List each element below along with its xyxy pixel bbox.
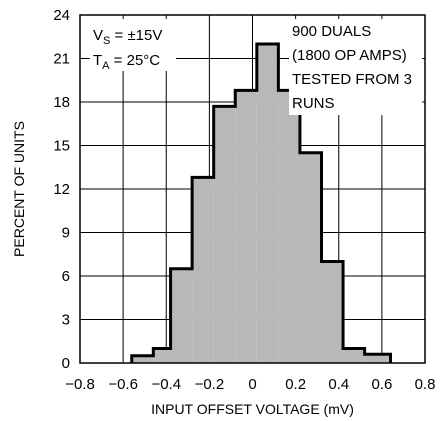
- histogram-bar: [364, 354, 391, 363]
- note-line: 900 DUALS: [292, 23, 371, 40]
- conditions-background: [90, 19, 176, 71]
- x-tick-label: 0.8: [415, 376, 436, 393]
- x-tick-label: 0.2: [285, 376, 306, 393]
- plot-frame: [79, 14, 426, 364]
- y-axis-title: PERCENT OF UNITS: [11, 121, 27, 257]
- note-line: TESTED FROM 3: [292, 71, 412, 88]
- note-background: [289, 19, 422, 115]
- histogram-bar: [235, 90, 257, 364]
- y-tick-label: 15: [53, 138, 70, 155]
- x-tick-label: −0.4: [151, 376, 181, 393]
- condition-line: TA = 25°C: [93, 52, 160, 72]
- histogram-outline: [130, 42, 392, 363]
- y-tick-label: 9: [62, 225, 70, 242]
- y-tick-label: 24: [53, 7, 70, 24]
- y-tick-label: 0: [62, 355, 70, 372]
- y-tick-label: 21: [53, 51, 70, 68]
- histogram-bar: [299, 152, 322, 363]
- note-line: (1800 OP AMPS): [292, 47, 407, 64]
- x-tick-label: −0.6: [108, 376, 138, 393]
- x-axis-ticks: −0.8 −0.6 −0.4 −0.2 0 0.2 0.4 0.6 0.8: [65, 376, 435, 393]
- histogram-bar: [170, 268, 193, 363]
- histogram-bar: [192, 177, 214, 363]
- histogram-bar: [256, 44, 279, 363]
- histogram-bar: [213, 106, 236, 363]
- y-tick-label: 6: [62, 268, 70, 285]
- histogram-bar: [278, 90, 300, 364]
- note-line: RUNS: [292, 95, 335, 112]
- x-tick-label: −0.2: [195, 376, 225, 393]
- histogram-bar: [343, 348, 365, 363]
- x-tick-label: 0.6: [371, 376, 392, 393]
- histogram-bars: [131, 44, 391, 364]
- annotations: VS = ±15V TA = 25°C 900 DUALS (1800 OP AMPS…: [90, 19, 422, 115]
- y-tick-label: 3: [62, 312, 70, 329]
- condition-line: VS = ±15V: [93, 27, 162, 47]
- x-tick-label: 0.4: [328, 376, 349, 393]
- histogram-bar: [131, 355, 154, 363]
- x-tick-label: 0: [248, 376, 256, 393]
- x-axis-title: INPUT OFFSET VOLTAGE (mV): [151, 401, 354, 417]
- y-axis-ticks: 0 3 6 9 12 15 18 21 24: [53, 7, 70, 372]
- histogram-bar: [153, 348, 171, 363]
- histogram-bar: [321, 261, 344, 363]
- y-tick-label: 18: [53, 94, 70, 111]
- x-tick-label: −0.8: [65, 376, 95, 393]
- y-tick-label: 12: [53, 181, 70, 198]
